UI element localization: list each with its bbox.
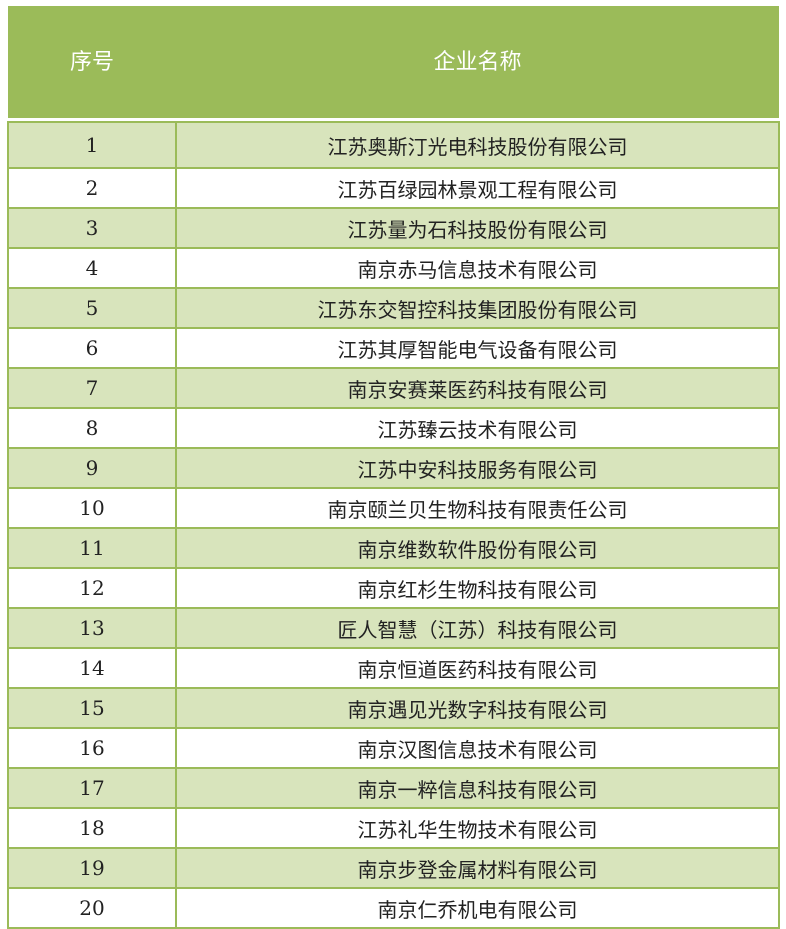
row-index: 11 — [7, 527, 177, 569]
table-header: 序号 企业名称 — [8, 6, 779, 118]
table-row: 4 南京赤马信息技术有限公司 — [7, 247, 780, 289]
table-row: 7 南京安赛莱医药科技有限公司 — [7, 367, 780, 409]
row-index: 16 — [7, 727, 177, 769]
row-index: 8 — [7, 407, 177, 449]
row-index: 10 — [7, 487, 177, 529]
row-company-name: 南京维数软件股份有限公司 — [176, 527, 780, 569]
table-row: 5 江苏东交智控科技集团股份有限公司 — [7, 287, 780, 329]
row-company-name: 南京安赛莱医药科技有限公司 — [176, 367, 780, 409]
table-row: 15 南京遇见光数字科技有限公司 — [7, 687, 780, 729]
table-row: 19 南京步登金属材料有限公司 — [7, 847, 780, 889]
row-index: 13 — [7, 607, 177, 649]
row-index: 6 — [7, 327, 177, 369]
table-row: 1 江苏奥斯汀光电科技股份有限公司 — [7, 121, 780, 169]
table-row: 2 江苏百绿园林景观工程有限公司 — [7, 167, 780, 209]
row-company-name: 南京步登金属材料有限公司 — [176, 847, 780, 889]
table-row: 12 南京红杉生物科技有限公司 — [7, 567, 780, 609]
row-company-name: 南京仁乔机电有限公司 — [176, 887, 780, 929]
row-company-name: 江苏礼华生物技术有限公司 — [176, 807, 780, 849]
header-index: 序号 — [69, 49, 114, 75]
row-company-name: 江苏臻云技术有限公司 — [176, 407, 780, 449]
row-company-name: 江苏中安科技服务有限公司 — [176, 447, 780, 489]
row-index: 5 — [7, 287, 177, 329]
row-company-name: 江苏东交智控科技集团股份有限公司 — [176, 287, 780, 329]
table-row: 18 江苏礼华生物技术有限公司 — [7, 807, 780, 849]
row-index: 20 — [7, 887, 177, 929]
row-index: 2 — [7, 167, 177, 209]
table-row: 6 江苏其厚智能电气设备有限公司 — [7, 327, 780, 369]
table-row: 8 江苏臻云技术有限公司 — [7, 407, 780, 449]
row-company-name: 南京颐兰贝生物科技有限责任公司 — [176, 487, 780, 529]
row-index: 17 — [7, 767, 177, 809]
row-company-name: 南京遇见光数字科技有限公司 — [176, 687, 780, 729]
row-company-name: 南京一粹信息科技有限公司 — [176, 767, 780, 809]
row-company-name: 匠人智慧（江苏）科技有限公司 — [176, 607, 780, 649]
row-index: 15 — [7, 687, 177, 729]
row-company-name: 南京汉图信息技术有限公司 — [176, 727, 780, 769]
row-company-name: 江苏其厚智能电气设备有限公司 — [176, 327, 780, 369]
table-row: 17 南京一粹信息科技有限公司 — [7, 767, 780, 809]
row-company-name: 南京红杉生物科技有限公司 — [176, 567, 780, 609]
row-company-name: 江苏奥斯汀光电科技股份有限公司 — [176, 121, 780, 169]
row-index: 14 — [7, 647, 177, 689]
table-row: 20 南京仁乔机电有限公司 — [7, 887, 780, 929]
table-row: 16 南京汉图信息技术有限公司 — [7, 727, 780, 769]
row-company-name: 南京赤马信息技术有限公司 — [176, 247, 780, 289]
row-company-name: 南京恒道医药科技有限公司 — [176, 647, 780, 689]
row-index: 19 — [7, 847, 177, 889]
row-index: 12 — [7, 567, 177, 609]
row-index: 3 — [7, 207, 177, 249]
table-row: 9 江苏中安科技服务有限公司 — [7, 447, 780, 489]
table-row: 13 匠人智慧（江苏）科技有限公司 — [7, 607, 780, 649]
row-company-name: 江苏量为石科技股份有限公司 — [176, 207, 780, 249]
row-index: 9 — [7, 447, 177, 489]
company-table: 序号 企业名称 1 江苏奥斯汀光电科技股份有限公司 2 江苏百绿园林景观工程有限公司 3… — [7, 6, 780, 929]
row-index: 1 — [7, 121, 177, 169]
row-index: 7 — [7, 367, 177, 409]
row-company-name: 江苏百绿园林景观工程有限公司 — [176, 167, 780, 209]
table-row: 14 南京恒道医药科技有限公司 — [7, 647, 780, 689]
table-row: 10 南京颐兰贝生物科技有限责任公司 — [7, 487, 780, 529]
table-row: 3 江苏量为石科技股份有限公司 — [7, 207, 780, 249]
table-row: 11 南京维数软件股份有限公司 — [7, 527, 780, 569]
header-company-name: 企业名称 — [433, 49, 522, 75]
row-index: 4 — [7, 247, 177, 289]
row-index: 18 — [7, 807, 177, 849]
